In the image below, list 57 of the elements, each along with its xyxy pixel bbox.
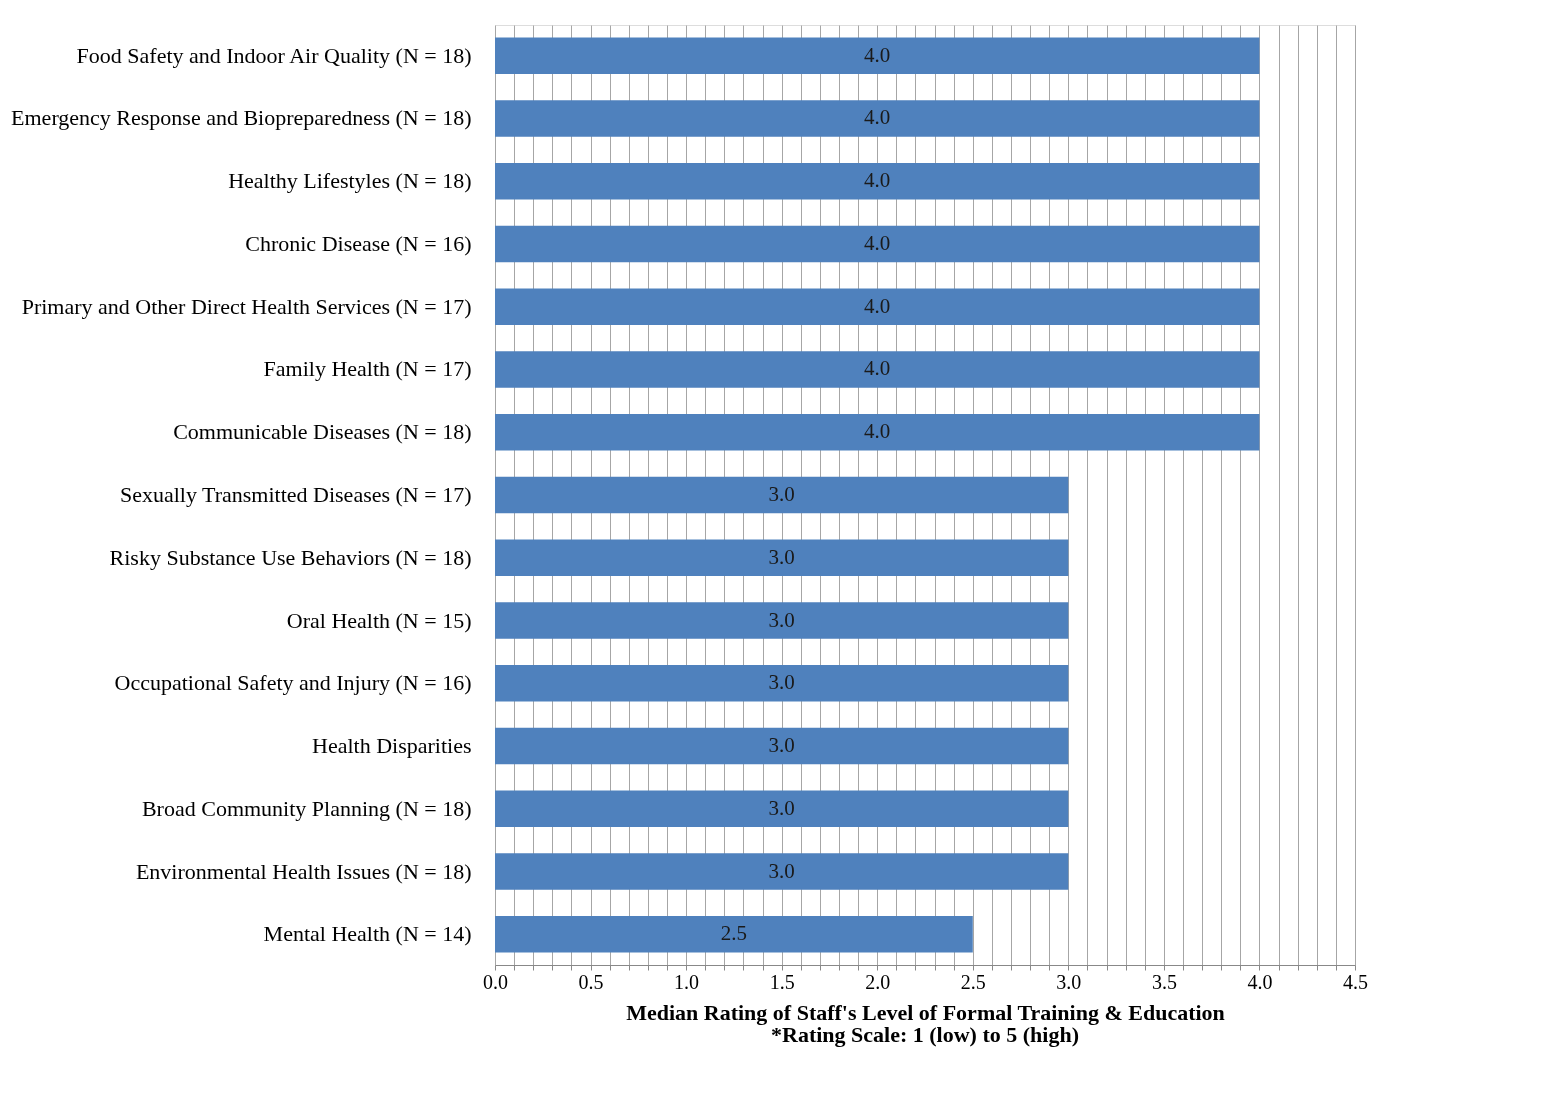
bar <box>495 100 1260 137</box>
x-tick-label: 2.5 <box>960 970 986 993</box>
x-tick-label: 4.5 <box>1343 970 1368 993</box>
data-label: 3.0 <box>768 607 795 632</box>
x-axis-title: Median Rating of Staff's Level of Formal Training & Education <box>626 999 1225 1025</box>
y-tick-label: Risky Substance Use Behaviors (N = 18) <box>109 544 472 570</box>
x-tick-label: 3.5 <box>1151 970 1177 993</box>
data-label: 3.0 <box>768 670 795 695</box>
bar <box>495 916 973 953</box>
text: *Rating Scale: 1 (low) to 5 (high) <box>771 1022 1079 1047</box>
data-label: 3.0 <box>768 733 795 757</box>
bar <box>495 602 1069 639</box>
data-label: 3.0 <box>768 544 795 569</box>
bar <box>495 790 1069 827</box>
y-tick-label: Healthy Lifestyles (N = 18) <box>228 168 472 194</box>
bar <box>495 853 1069 890</box>
data-label: 4.0 <box>864 231 891 255</box>
x-tick-label: 2.0 <box>865 970 891 993</box>
x-tick-label: 0.0 <box>483 970 508 993</box>
bar <box>495 665 1069 702</box>
x-tick-label: 4.0 <box>1247 970 1273 993</box>
y-tick-label: Broad Community Planning (N = 18) <box>141 795 472 821</box>
bar <box>495 225 1260 263</box>
y-tick-label: Food Safety and Indoor Air Quality (N = 18) <box>76 42 472 68</box>
bar <box>495 37 1260 74</box>
y-tick-label: Oral Health (N = 15) <box>286 607 472 633</box>
y-tick-label: Sexually Transmitted Diseases (N = 17) <box>119 482 472 507</box>
y-tick-label: Health Disparities <box>312 733 472 758</box>
y-tick-label: Primary and Other Direct Health Services (N = 17) <box>21 293 472 319</box>
data-label: 4.0 <box>864 293 891 318</box>
bar <box>495 288 1260 325</box>
bar <box>495 727 1069 765</box>
y-tick-label: Emergency Response and Biopreparedness (N = 18) <box>11 105 472 131</box>
y-tick-label: Communicable Diseases (N = 18) <box>173 419 472 445</box>
data-label: 4.0 <box>864 42 891 67</box>
bar <box>495 539 1069 576</box>
y-tick-label: Mental Health (N = 14) <box>263 921 472 947</box>
data-label: 4.0 <box>864 419 891 444</box>
bar <box>495 163 1260 200</box>
y-tick-label: Environmental Health Issues (N = 18) <box>135 858 472 884</box>
x-tick-label: 1.5 <box>769 970 795 993</box>
x-tick-label: 1.0 <box>674 970 700 993</box>
bar <box>495 351 1260 388</box>
data-label: 2.5 <box>720 921 748 946</box>
x-tick-label: 3.0 <box>1056 970 1082 993</box>
y-tick-label: Occupational Safety and Injury (N = 16) <box>114 670 472 696</box>
bar <box>495 414 1260 451</box>
y-tick-label: Chronic Disease (N = 16) <box>245 231 472 256</box>
data-label: 4.0 <box>864 356 891 381</box>
x-tick-label: 0.5 <box>578 970 604 993</box>
data-label: 4.0 <box>864 105 891 130</box>
data-label: 3.0 <box>768 858 795 883</box>
bar <box>495 476 1069 514</box>
data-label: 3.0 <box>768 482 795 506</box>
y-tick-label: Family Health (N = 17) <box>263 356 472 382</box>
data-label: 3.0 <box>768 795 795 820</box>
data-label: 4.0 <box>864 168 891 193</box>
